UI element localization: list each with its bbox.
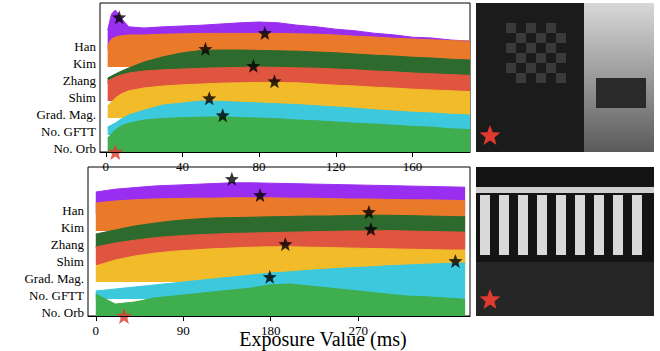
svg-text:Zhang: Zhang bbox=[51, 237, 85, 252]
svg-text:Zhang: Zhang bbox=[63, 73, 97, 88]
svg-text:40: 40 bbox=[176, 159, 189, 174]
svg-text:No. GFTT: No. GFTT bbox=[41, 124, 96, 139]
svg-text:No. GFTT: No. GFTT bbox=[29, 288, 84, 303]
svg-text:0: 0 bbox=[103, 159, 110, 174]
svg-text:Grad. Mag.: Grad. Mag. bbox=[36, 107, 96, 122]
svg-text:Exposure Value (ms): Exposure Value (ms) bbox=[239, 328, 406, 351]
svg-text:Shim: Shim bbox=[69, 90, 96, 105]
svg-text:Han: Han bbox=[62, 203, 84, 218]
svg-text:Grad. Mag.: Grad. Mag. bbox=[24, 271, 84, 286]
svg-text:160: 160 bbox=[403, 159, 423, 174]
svg-text:Kim: Kim bbox=[61, 220, 84, 235]
svg-text:No. Orb: No. Orb bbox=[53, 141, 96, 156]
svg-text:80: 80 bbox=[253, 159, 266, 174]
svg-text:120: 120 bbox=[326, 159, 346, 174]
svg-text:Han: Han bbox=[74, 39, 96, 54]
svg-text:Shim: Shim bbox=[57, 254, 84, 269]
svg-text:Kim: Kim bbox=[73, 56, 96, 71]
svg-text:No. Orb: No. Orb bbox=[41, 305, 84, 320]
svg-text:0: 0 bbox=[93, 323, 100, 338]
svg-text:90: 90 bbox=[177, 323, 190, 338]
